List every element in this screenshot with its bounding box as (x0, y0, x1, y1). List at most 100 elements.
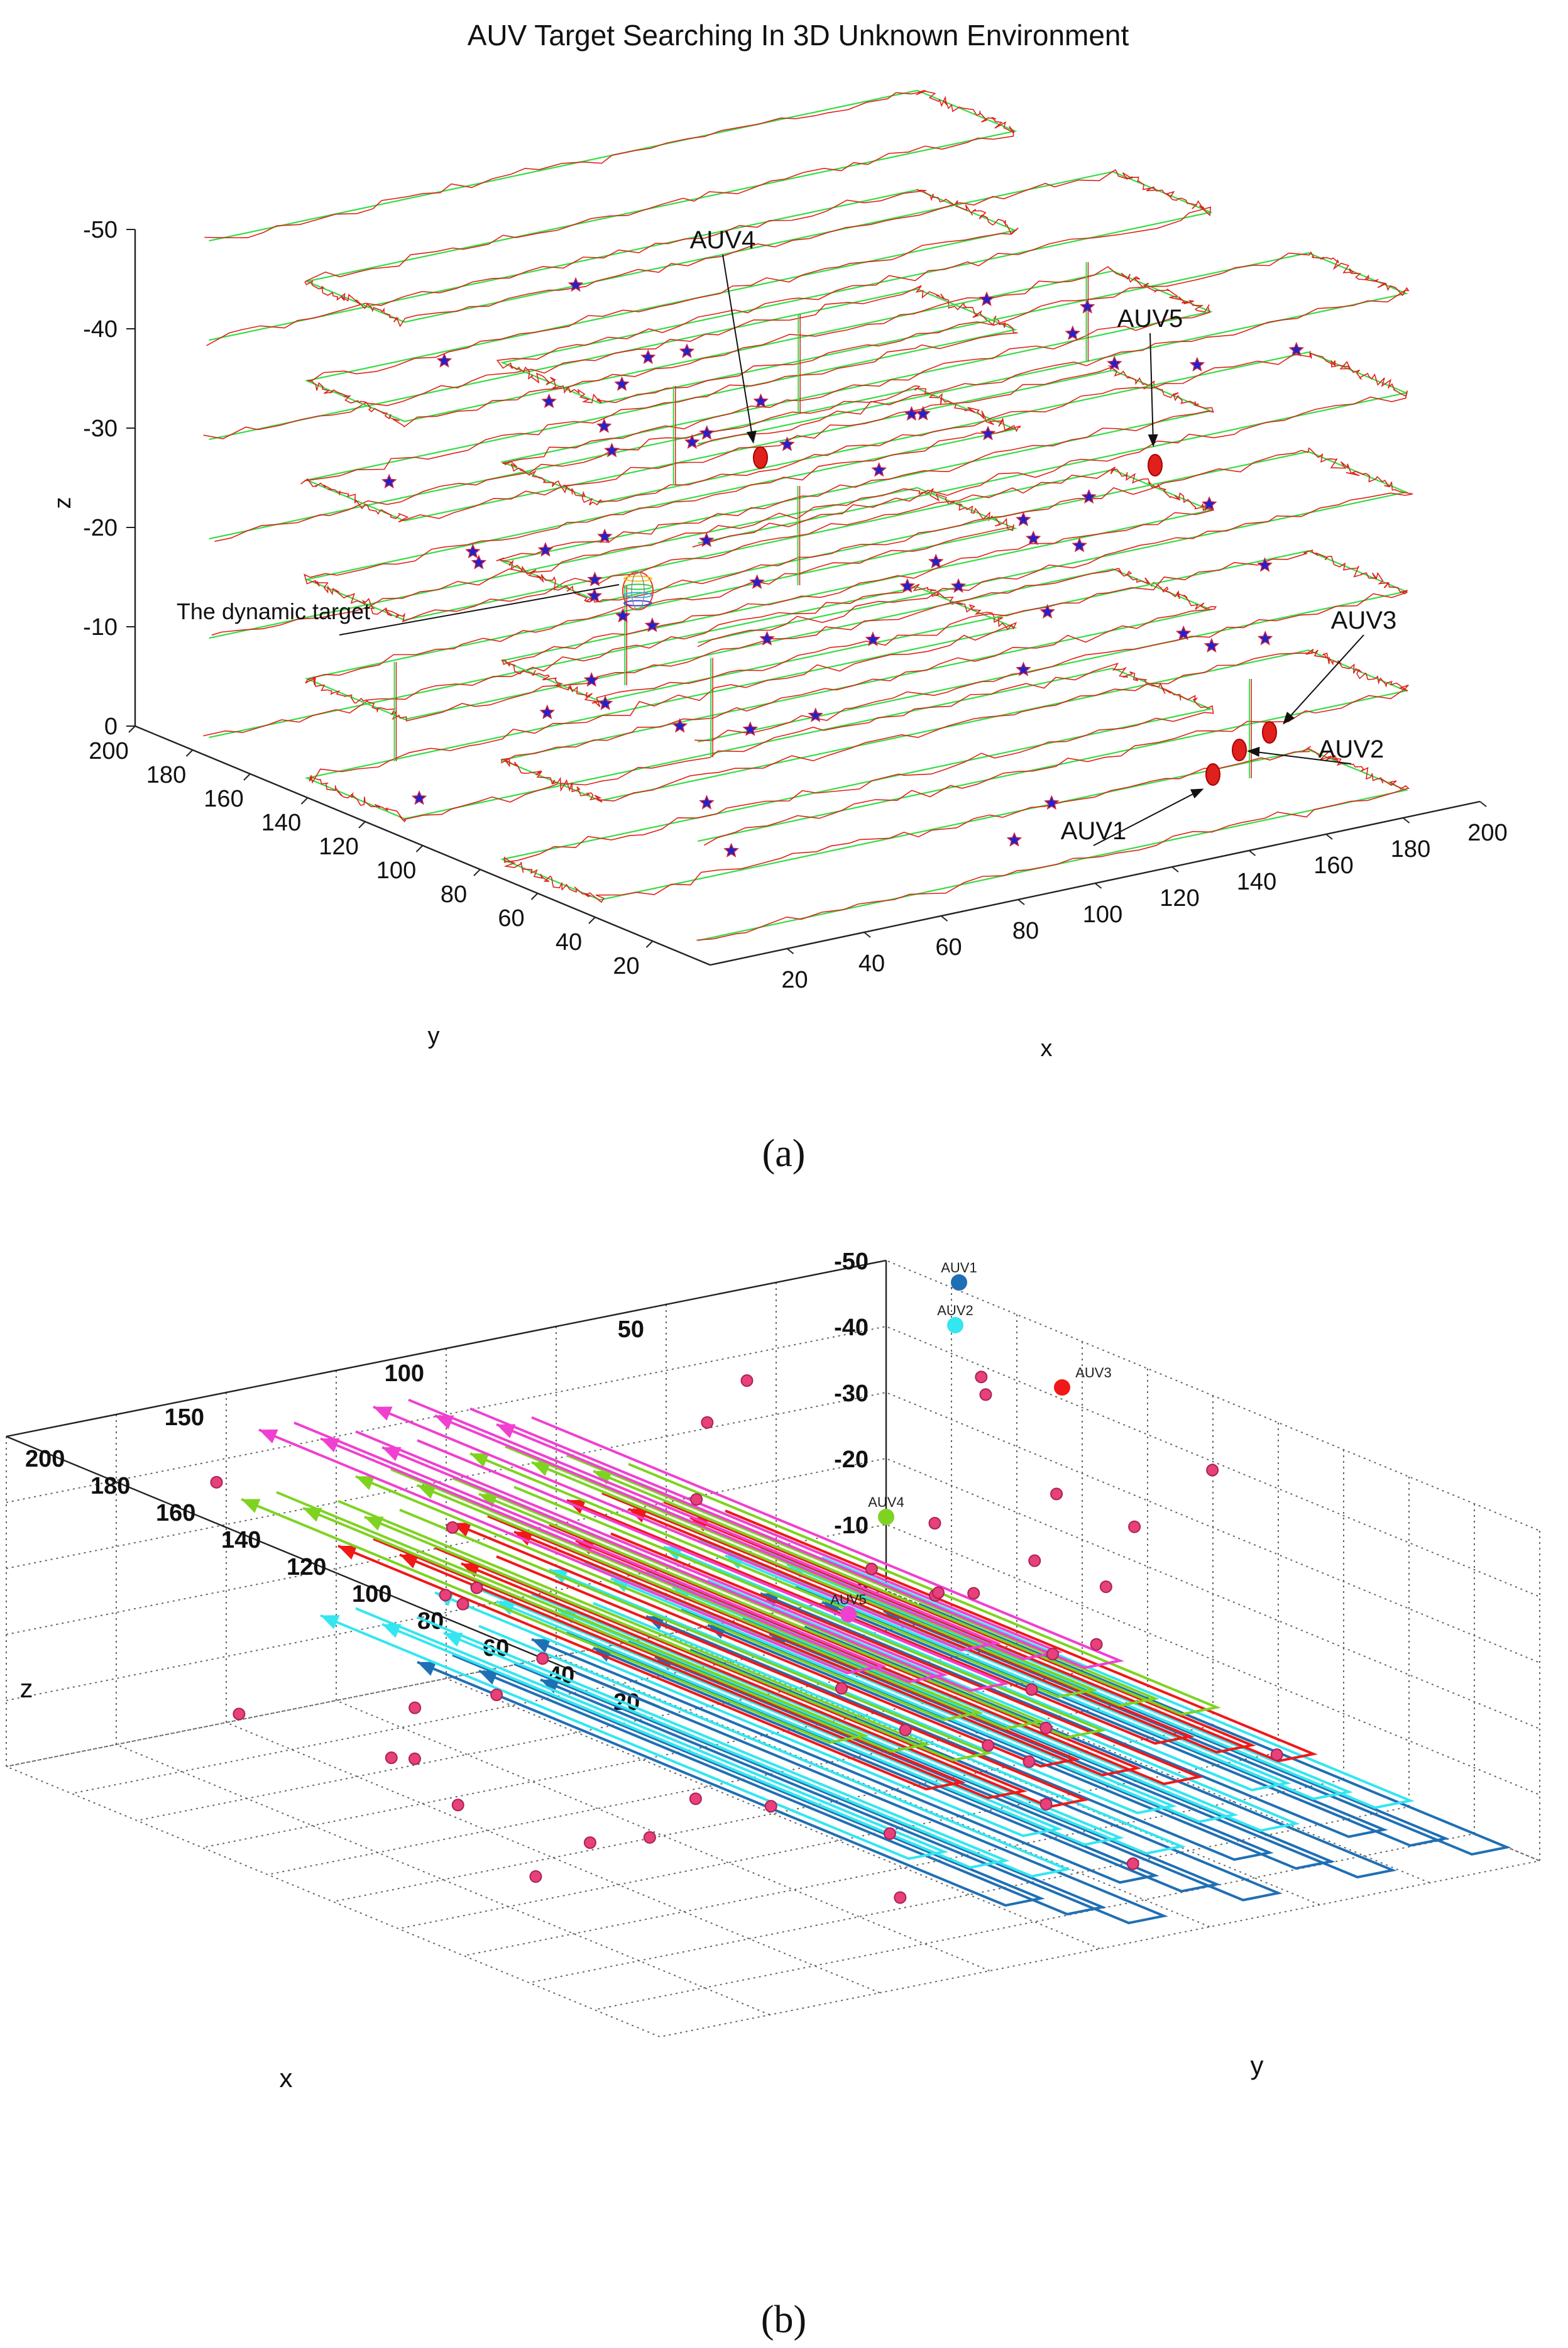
y-tick-label: 180 (146, 762, 186, 788)
z-tick-label: -20 (83, 515, 118, 541)
x-tick-mark (1248, 850, 1256, 856)
x-tick-label: 20 (781, 967, 808, 993)
z-tick-label: -50 (834, 1248, 869, 1275)
x-tick-mark (1094, 883, 1102, 889)
target-dot (1099, 1580, 1112, 1594)
auv-path-segment (663, 1538, 1291, 1792)
panel-b-plot: 50100150200204060801001201401601802000-1… (6, 1248, 1540, 2341)
y-tick-mark (588, 917, 596, 924)
y-tick-label: 160 (204, 786, 243, 812)
panel-a-paths (203, 89, 1413, 942)
target-star-marker (1203, 637, 1220, 653)
target-dot (529, 1870, 542, 1883)
planned-path-layer (209, 387, 1409, 743)
panel-a-title: AUV Target Searching In 3D Unknown Envir… (468, 19, 1129, 52)
auv-path-segment (258, 1421, 887, 1675)
target-star-marker (537, 542, 554, 557)
planned-path-layer (209, 189, 1409, 544)
grid-line-x (226, 1392, 880, 1993)
auv-path-segment (434, 1407, 1063, 1660)
auv-start-label: AUV3 (1075, 1365, 1111, 1381)
auv-marker (1262, 721, 1277, 744)
target-dot (701, 1416, 714, 1429)
z-axis-label: z (20, 1673, 33, 1703)
target-dot (451, 1799, 464, 1812)
auv-start-marker (840, 1606, 857, 1623)
target-star-marker (1039, 604, 1055, 619)
auv-start-label: AUV1 (941, 1260, 977, 1276)
target-star-marker (1257, 557, 1273, 572)
target-dot (490, 1689, 503, 1702)
auv-start-marker (878, 1509, 894, 1525)
y-axis-line (6, 1435, 661, 1708)
x-tick-mark (786, 948, 794, 954)
target-dot (764, 1800, 777, 1813)
x-tick-label: 150 (165, 1404, 204, 1431)
x-tick-label: 40 (858, 951, 885, 977)
target-dot (470, 1581, 483, 1594)
path-direction-arrow (470, 1453, 490, 1467)
target-star-marker (471, 554, 487, 570)
y-tick-label: 80 (417, 1608, 444, 1634)
auv-path-segment (760, 1585, 1388, 1838)
path-direction-arrow (435, 1415, 454, 1430)
target-star-marker (541, 393, 557, 409)
target-star-marker (644, 617, 661, 632)
auv-path-segment (320, 1430, 948, 1684)
target-star-marker (567, 277, 584, 292)
y-tick-mark (645, 940, 654, 948)
annotation-arrowhead (1247, 746, 1260, 757)
x-tick-label: 180 (1391, 836, 1430, 863)
y-tick-mark (128, 725, 136, 733)
target-star-marker (699, 795, 715, 810)
dynamic-target-sphere (622, 571, 654, 610)
y-tick-label: 140 (261, 810, 301, 836)
dynamic-target-mesh-ring (623, 592, 652, 598)
y-tick-label: 100 (376, 857, 416, 884)
dynamic-target-mesh-ring (623, 575, 652, 582)
auv-marker (1232, 739, 1247, 761)
y-tick-mark (358, 821, 366, 829)
x-tick-mark (940, 915, 948, 922)
target-dot (1028, 1554, 1041, 1567)
path-direction-arrow (373, 1406, 393, 1421)
auv-marker (753, 446, 768, 469)
target-star-marker (587, 571, 603, 587)
y-tick-mark (185, 749, 194, 757)
target-dot (1022, 1755, 1036, 1768)
target-dot (408, 1701, 422, 1714)
auv-path-segment (593, 1640, 1221, 1893)
y-tick-label: 120 (287, 1554, 326, 1580)
auv-label: AUV4 (690, 226, 756, 254)
auv-path-segment (725, 1547, 1353, 1800)
x-tick-label: 160 (1313, 852, 1353, 879)
grid-line-x (116, 1414, 770, 2015)
target-star-marker (597, 528, 613, 544)
path-direction-arrow (417, 1485, 437, 1499)
target-dot (536, 1652, 549, 1665)
target-star-marker (679, 343, 695, 358)
auv-path-segment (654, 1648, 1283, 1902)
x-tick-label: 80 (1012, 918, 1039, 944)
grid-line-x (556, 1326, 1210, 1927)
x-tick-mark (1325, 834, 1333, 840)
target-star-marker (436, 353, 452, 368)
y-tick-label: 80 (441, 881, 467, 908)
auv-path-segment (689, 1509, 1318, 1763)
auv-path-segment (786, 1556, 1415, 1809)
target-star-marker (465, 543, 481, 559)
auv-label: AUV3 (1331, 607, 1397, 634)
target-dot (456, 1597, 469, 1611)
auv-path-segment (821, 1594, 1450, 1847)
target-star-marker (1107, 355, 1122, 371)
path-direction-arrow (532, 1462, 551, 1476)
x-tick-mark (1479, 801, 1487, 807)
target-star-marker (672, 718, 688, 733)
auv-path-segment (302, 1499, 931, 1753)
auv-path-segment (557, 1602, 1186, 1855)
x-tick-mark (1017, 899, 1025, 905)
target-star-marker (583, 671, 600, 687)
path-direction-arrow (259, 1429, 278, 1444)
auv-path-segment (241, 1491, 869, 1744)
target-dot (967, 1587, 980, 1600)
